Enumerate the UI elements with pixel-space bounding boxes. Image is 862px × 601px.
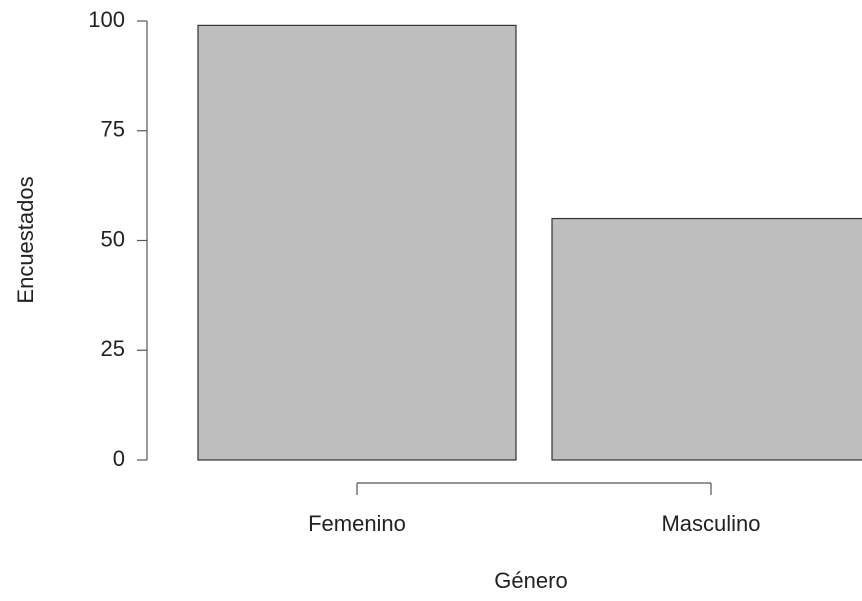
- bar: [197, 24, 517, 461]
- y-tick-label: 0: [113, 446, 125, 471]
- x-axis-title: Género: [494, 568, 567, 593]
- bar: [551, 217, 862, 461]
- x-tick-label: Masculino: [661, 511, 760, 536]
- x-tick-label: Femenino: [308, 511, 406, 536]
- y-axis-title: Encuestados: [13, 176, 38, 303]
- y-tick-label: 25: [101, 336, 125, 361]
- y-tick-label: 50: [101, 226, 125, 251]
- y-tick-label: 100: [88, 7, 125, 32]
- y-tick-label: 75: [101, 117, 125, 142]
